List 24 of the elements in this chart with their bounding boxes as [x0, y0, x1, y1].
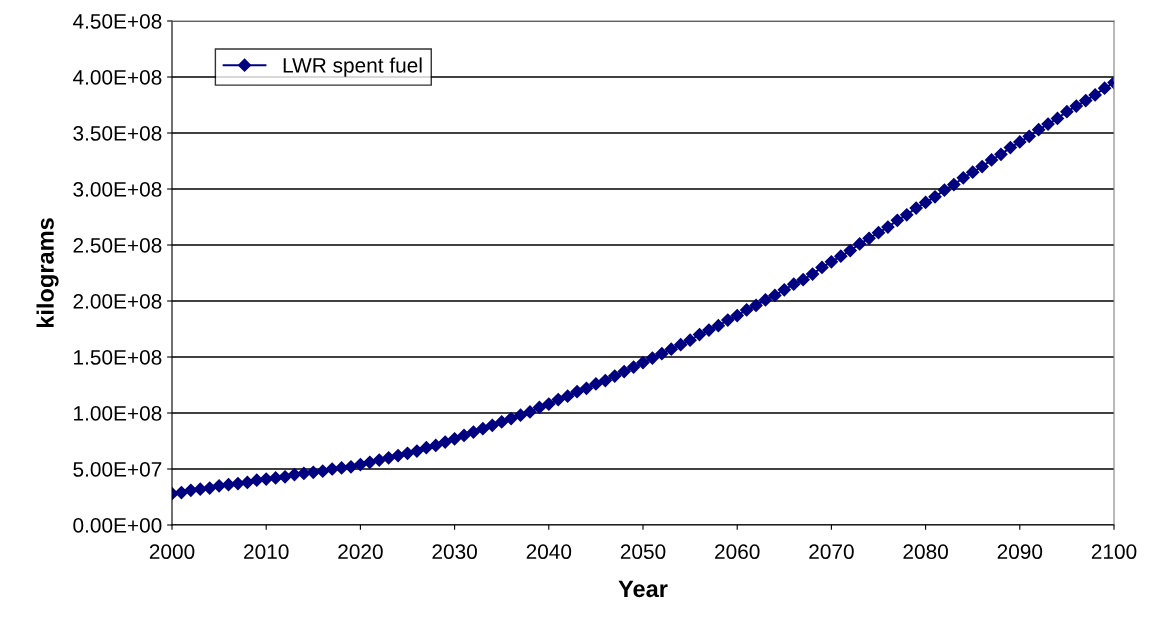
- y-tick-label: 5.00E+07: [73, 462, 162, 477]
- y-tick-label: 0.00E+00: [73, 518, 162, 533]
- legend-label: LWR spent fuel: [283, 57, 422, 77]
- x-tick-label: 2070: [809, 544, 854, 560]
- x-tick-label: 2090: [997, 544, 1043, 560]
- y-tick-label: 2.50E+08: [73, 238, 162, 253]
- y-tick-label: 3.50E+08: [73, 126, 162, 141]
- y-tick-label: 1.50E+08: [74, 350, 162, 365]
- y-tick-label: 4.00E+08: [72, 70, 162, 85]
- x-tick-label: 2050: [620, 544, 666, 560]
- x-tick-label: 2010: [244, 544, 289, 560]
- x-tick-label: 2080: [903, 544, 948, 560]
- y-tick-label: 1.00E+08: [74, 406, 162, 421]
- x-tick-label: 2060: [715, 544, 760, 560]
- x-axis-title: Year: [618, 580, 668, 598]
- y-tick-label: 3.00E+08: [73, 182, 162, 197]
- x-tick-label: 2040: [526, 544, 572, 560]
- x-tick-label: 2100: [1091, 544, 1137, 560]
- y-tick-label: 2.00E+08: [73, 294, 162, 309]
- y-tick-label: 4.50E+08: [72, 14, 162, 29]
- x-tick-label: 2020: [338, 544, 383, 560]
- x-tick-label: 2000: [149, 544, 195, 560]
- x-tick-label: 2030: [432, 544, 477, 560]
- y-axis-title: kilograms: [36, 218, 59, 328]
